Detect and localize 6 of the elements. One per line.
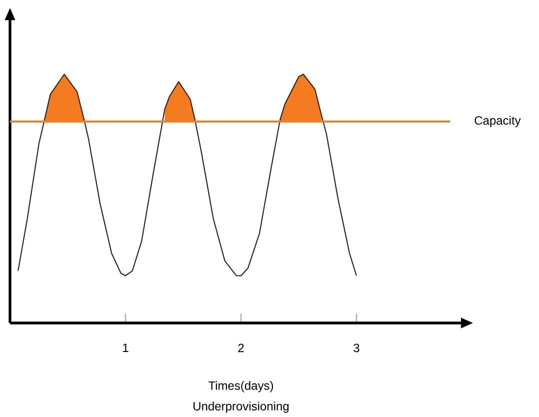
x-tick-label: 1 (123, 344, 128, 352)
x-tick-label: 3 (354, 344, 360, 352)
x-tick-label: 2 (238, 344, 244, 352)
x-axis-title: Times(days) (208, 380, 274, 392)
text: Underprovisioning (194, 402, 289, 413)
ref-line-label: Capacity (474, 116, 521, 127)
